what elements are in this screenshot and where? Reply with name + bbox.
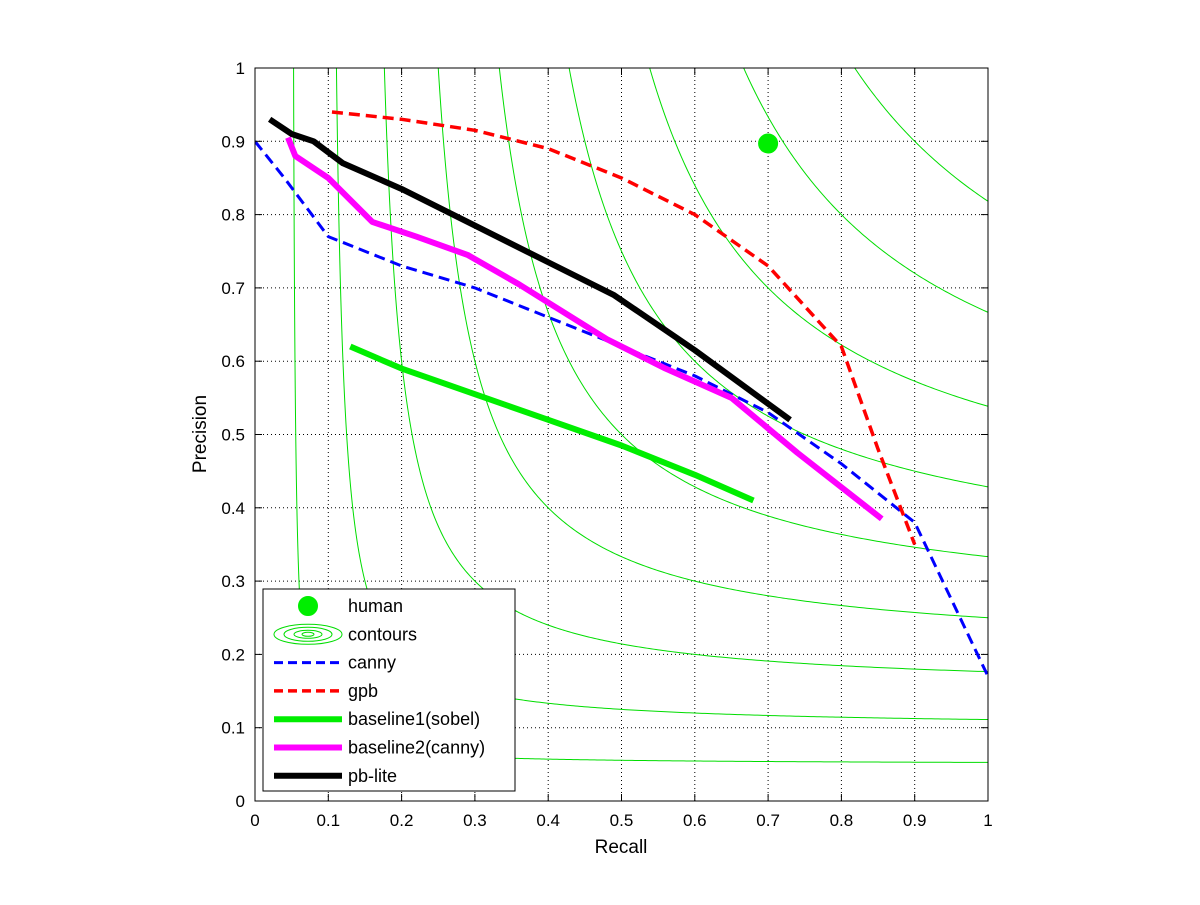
f-contour-line: [437, 68, 988, 619]
f-contour-line: [743, 68, 988, 313]
legend: human contours canny gpb baseline1(sobel) bas…: [262, 588, 516, 792]
legend-label: baseline1(sobel): [348, 709, 480, 729]
y-tick-label: 0.1: [221, 719, 245, 738]
legend-label: canny: [348, 653, 396, 673]
f-contour-line: [854, 68, 988, 202]
x-tick-label: 0.7: [756, 811, 780, 830]
legend-label: gpb: [348, 681, 378, 701]
y-tick-label: 0.5: [221, 426, 245, 445]
y-tick-label: 0.9: [221, 132, 245, 151]
legend-label: pb-lite: [348, 766, 397, 786]
legend-contour-symbol: [301, 631, 315, 637]
f-contour-line: [649, 68, 988, 407]
x-tick-label: 0.3: [463, 811, 487, 830]
series-line-canny: [255, 140, 988, 678]
x-tick-label: 0.5: [610, 811, 634, 830]
legend-contour-symbol: [283, 626, 333, 642]
x-axis-title: Recall: [595, 837, 648, 858]
legend-contour-symbol: [273, 623, 343, 645]
x-tick-label: 0.4: [536, 811, 560, 830]
legend-box: [262, 588, 516, 792]
y-tick-label: 0.4: [221, 499, 245, 518]
f-contour-line: [568, 68, 988, 488]
f-contour-line: [383, 68, 988, 673]
y-axis-title: Precision: [190, 395, 211, 473]
y-tick-label: 1: [236, 59, 245, 78]
series-lines: [255, 110, 988, 678]
axis-ticks: 0 0.1 0.2 0.3 0.4 0.5 0.6 0.7 0.8 0.9 1 0 0.1 0.2 0.3 0…: [221, 59, 992, 830]
legend-label: baseline2(canny): [348, 738, 485, 758]
x-tick-label: 1: [983, 811, 992, 830]
series-line-baseline1-sobel: [349, 343, 755, 504]
y-tick-label: 0.2: [221, 645, 245, 664]
y-tick-label: 0.3: [221, 572, 245, 591]
legend-label: contours: [348, 624, 417, 644]
human-point: [758, 133, 779, 154]
x-tick-label: 0.1: [316, 811, 340, 830]
x-tick-label: 0.6: [683, 811, 707, 830]
y-tick-label: 0.6: [221, 352, 245, 371]
series-line-gpb: [331, 110, 917, 546]
legend-human-symbol: [298, 596, 318, 616]
x-tick-label: 0.8: [830, 811, 854, 830]
x-tick-label: 0: [250, 811, 259, 830]
x-tick-label: 0.9: [903, 811, 927, 830]
y-tick-label: 0.7: [221, 279, 245, 298]
legend-label: human: [348, 596, 403, 616]
y-tick-label: 0.8: [221, 206, 245, 225]
series-line-pb-lite: [267, 116, 792, 423]
human-marker-layer: [758, 133, 779, 154]
series-line-baseline2-canny: [285, 136, 884, 522]
legend-contour-symbol: [293, 629, 323, 639]
y-tick-label: 0: [236, 792, 245, 811]
x-tick-label: 0.2: [390, 811, 414, 830]
